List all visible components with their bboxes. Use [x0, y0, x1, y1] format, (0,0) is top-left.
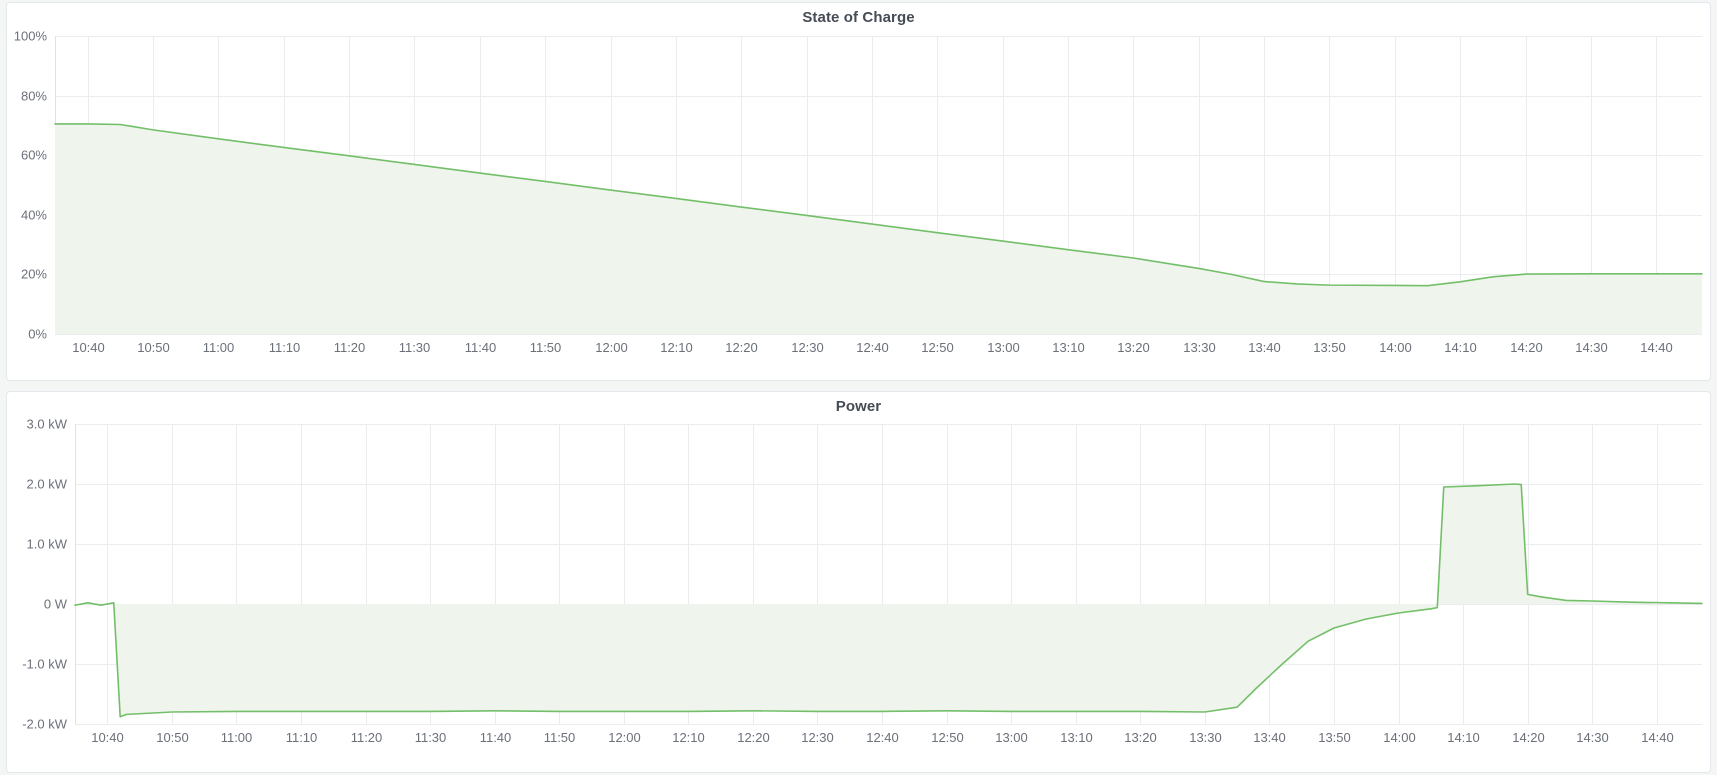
- x-axis-tick-label: 13:40: [1248, 340, 1281, 355]
- soc-plot-area[interactable]: 0% 20% 40% 60% 80% 100% 10:40 10:50 11:00 11:10 11…: [7, 3, 1710, 380]
- x-axis-tick-label: 12:00: [595, 340, 628, 355]
- x-axis-tick-label: 13:10: [1052, 340, 1085, 355]
- power-plot-area[interactable]: -2.0 kW -1.0 kW 0 W 1.0 kW 2.0 kW 3.0 kW 10:40…: [7, 392, 1710, 772]
- x-axis-tick-label: 10:50: [156, 730, 189, 745]
- x-axis-tick-label: 13:20: [1124, 730, 1157, 745]
- x-axis-tick-label: 12:10: [672, 730, 705, 745]
- soc-chart-svg[interactable]: 0% 20% 40% 60% 80% 100% 10:40 10:50 11:00 11:10 11…: [7, 3, 1710, 380]
- y-axis-tick-label: -2.0 kW: [22, 717, 68, 732]
- x-axis-tick-label: 12:20: [737, 730, 770, 745]
- x-axis-tick-label: 13:00: [995, 730, 1028, 745]
- x-axis-tick-label: 11:30: [415, 730, 447, 745]
- y-axis-tick-label: 0%: [28, 327, 47, 342]
- y-axis-tick-label: 80%: [21, 89, 47, 104]
- series-area-fill: [75, 484, 1702, 717]
- x-axis-tick-label: 11:20: [351, 730, 383, 745]
- y-axis-tick-label: 100%: [14, 29, 48, 44]
- x-axis-tick-label: 13:00: [987, 340, 1020, 355]
- x-axis-tick-label: 13:30: [1189, 730, 1222, 745]
- x-axis-tick-label: 13:10: [1060, 730, 1093, 745]
- y-axis-tick-label: 20%: [21, 267, 47, 282]
- x-axis-tick-label: 11:50: [544, 730, 576, 745]
- x-axis-tick-label: 13:30: [1183, 340, 1216, 355]
- series-line[interactable]: [74, 483, 1703, 718]
- panel-title-state-of-charge: State of Charge: [802, 9, 915, 26]
- x-axis-tick-label: 11:20: [334, 340, 366, 355]
- x-axis-tick-label: 12:00: [608, 730, 641, 745]
- panel-title-power: Power: [835, 398, 882, 415]
- x-axis-tick-label: 11:10: [269, 340, 301, 355]
- x-axis-tick-label: 10:40: [72, 340, 105, 355]
- x-axis-tick-label: 14:10: [1447, 730, 1480, 745]
- x-axis-tick-label: 12:20: [725, 340, 758, 355]
- x-axis-tick-label: 10:50: [137, 340, 170, 355]
- x-axis-tick-label: 13:50: [1313, 340, 1346, 355]
- x-axis-tick-label: 14:40: [1641, 730, 1674, 745]
- x-axis-tick-label: 14:20: [1512, 730, 1545, 745]
- panel-power[interactable]: Power -2.0 kW -1.0 kW 0 W 1.0 kW 2.0 kW 3.0 k…: [6, 391, 1711, 773]
- x-axis-tick-label: 11:00: [221, 730, 253, 745]
- x-axis-tick-label: 14:20: [1510, 340, 1543, 355]
- x-axis-tick-label: 11:50: [530, 340, 562, 355]
- panel-state-of-charge[interactable]: State of Charge 0% 20% 40% 60% 80% 100% 10:40 1…: [6, 2, 1711, 381]
- series-area-fill: [55, 123, 1702, 334]
- x-axis-tick-label: 10:40: [91, 730, 124, 745]
- x-axis-tick-label: 11:30: [399, 340, 431, 355]
- x-axis-tick-label: 14:30: [1576, 730, 1609, 745]
- y-axis-tick-label: 60%: [21, 148, 47, 163]
- x-axis-tick-label: 14:00: [1383, 730, 1416, 745]
- x-axis-tick-label: 12:30: [791, 340, 824, 355]
- y-axis-tick-label: 2.0 kW: [27, 477, 68, 492]
- x-axis-tick-label: 11:40: [480, 730, 512, 745]
- x-axis-tick-label: 11:40: [465, 340, 497, 355]
- x-axis-tick-label: 14:30: [1575, 340, 1608, 355]
- x-axis-tick-label: 12:30: [801, 730, 834, 745]
- x-axis-tick-label: 14:00: [1379, 340, 1412, 355]
- series-line[interactable]: [54, 123, 1703, 287]
- x-axis-tick-label: 12:50: [931, 730, 964, 745]
- x-axis-tick-label: 12:40: [856, 340, 889, 355]
- y-axis-tick-label: 3.0 kW: [27, 417, 68, 432]
- x-axis-tick-label: 11:00: [203, 340, 235, 355]
- x-axis-tick-label: 13:50: [1318, 730, 1351, 745]
- y-axis-tick-label: -1.0 kW: [22, 657, 68, 672]
- x-axis-tick-label: 13:20: [1117, 340, 1150, 355]
- x-axis-tick-label: 12:40: [866, 730, 899, 745]
- power-chart-svg[interactable]: -2.0 kW -1.0 kW 0 W 1.0 kW 2.0 kW 3.0 kW 10:40…: [7, 392, 1710, 772]
- y-axis-tick-label: 40%: [21, 208, 47, 223]
- x-axis-tick-label: 12:10: [660, 340, 693, 355]
- x-axis-tick-label: 12:50: [921, 340, 954, 355]
- y-axis-tick-label: 0 W: [44, 597, 68, 612]
- x-axis-tick-label: 13:40: [1253, 730, 1286, 745]
- x-axis-tick-label: 11:10: [286, 730, 318, 745]
- x-axis-tick-label: 14:10: [1444, 340, 1477, 355]
- x-axis-tick-label: 14:40: [1640, 340, 1673, 355]
- y-axis-tick-label: 1.0 kW: [27, 537, 68, 552]
